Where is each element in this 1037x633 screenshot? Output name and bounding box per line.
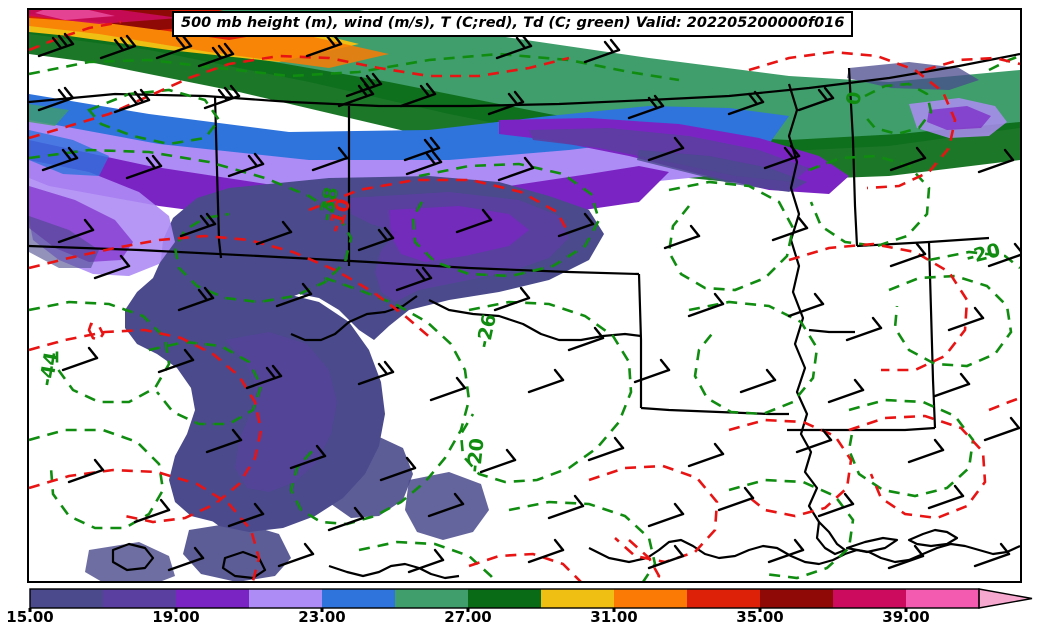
contour-label-dewpoint-0: 0 — [842, 90, 866, 107]
map-plot-area[interactable]: -10 0 -20 -26 -38 -44 -20 — [27, 8, 1022, 583]
colorbar-tick-label-3: 27.00 — [444, 608, 492, 626]
temperature-contours — [29, 20, 1020, 581]
dewpoint-contours — [29, 52, 1020, 581]
colorbar-swatches — [28, 588, 1033, 612]
wind-barbs — [37, 32, 1020, 574]
state-borders — [29, 52, 1020, 432]
plot-title: 500 mb height (m), wind (m/s), T (C;red)… — [172, 11, 854, 38]
colorbar-segments — [30, 589, 1032, 608]
coastline — [111, 83, 1020, 580]
colorbar-tick-label-5: 35.00 — [736, 608, 784, 626]
colorbar-tick-label-0: 15.00 — [6, 608, 54, 626]
map-canvas: -10 0 -20 -26 -38 -44 -20 — [29, 10, 1020, 581]
colorbar-tick-label-6: 39.00 — [882, 608, 930, 626]
colorbar[interactable]: 15.00 19.00 23.00 27.00 31.00 35.00 39.0… — [0, 588, 1037, 633]
colorbar-tick-label-2: 23.00 — [298, 608, 346, 626]
colorbar-tick-label-1: 19.00 — [152, 608, 200, 626]
contour-label-dewpoint-5: -20 — [463, 437, 488, 473]
colorbar-tick-label-4: 31.00 — [590, 608, 638, 626]
